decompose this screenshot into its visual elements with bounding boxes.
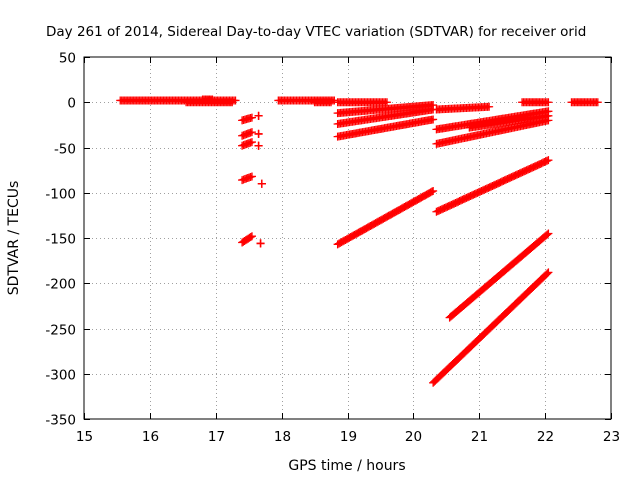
data-point-marker	[228, 98, 237, 107]
series-seg-09	[238, 172, 256, 185]
data-point-marker	[254, 129, 263, 138]
data-point-marker	[256, 239, 265, 248]
series-seg-08	[238, 138, 256, 150]
data-point-marker	[254, 111, 263, 120]
x-axis-ticks: 15 16 17 18 19 20 21 22 23	[76, 57, 620, 445]
y-axis-ticks: 50 0 -50 -100 -150 -200 -250 -300 -350	[45, 51, 611, 429]
x-tick-label: 16	[142, 429, 159, 445]
data-point-marker	[208, 95, 217, 104]
x-tick-label: 19	[340, 429, 357, 445]
plot-frame	[83, 56, 612, 420]
series-seg-18	[333, 105, 438, 128]
y-tick-label: -200	[45, 277, 76, 293]
x-tick-label: 22	[537, 429, 554, 445]
data-point-marker	[257, 179, 266, 188]
series-seg-27	[429, 268, 553, 387]
data-point-marker	[485, 102, 494, 111]
series-seg-26	[445, 229, 553, 322]
data-point-marker	[427, 187, 436, 196]
x-tick-label: 23	[603, 429, 620, 445]
series-seg-14	[257, 179, 266, 188]
data-point-marker	[254, 141, 263, 150]
data-point-marker	[247, 113, 256, 122]
series-seg-19	[333, 115, 438, 141]
data-point-marker	[429, 186, 438, 195]
x-tick-label: 18	[274, 429, 291, 445]
series-seg-23	[432, 116, 553, 148]
series-seg-20	[333, 186, 438, 249]
series-seg-10	[238, 232, 256, 247]
data-point-marker	[247, 232, 256, 241]
series-seg-15	[256, 239, 265, 248]
x-tick-label: 20	[405, 429, 422, 445]
data-point-marker	[247, 138, 256, 147]
y-tick-label: 50	[59, 51, 76, 67]
data-point-marker	[544, 156, 553, 165]
series-seg-24	[465, 111, 553, 132]
series-seg-12	[254, 129, 263, 138]
data-point-marker	[247, 172, 256, 181]
series-seg-13	[254, 141, 263, 150]
y-tick-label: -100	[45, 187, 76, 203]
series-seg-07	[238, 128, 256, 140]
data-point-marker	[429, 115, 438, 124]
series-seg-28	[518, 98, 553, 107]
data-point-marker	[544, 98, 553, 107]
chart-title: Day 261 of 2014, Sidereal Day-to-day VTE…	[46, 24, 586, 40]
series-seg-21	[432, 102, 494, 114]
series-seg-11	[254, 111, 263, 120]
data-point-marker	[543, 269, 552, 278]
data-point-marker	[246, 232, 255, 241]
series-seg-29	[567, 98, 602, 107]
y-tick-label: -50	[54, 142, 76, 158]
data-point-marker	[543, 230, 552, 239]
series-seg-16	[333, 98, 392, 107]
data-point-marker	[247, 128, 256, 137]
y-tick-label: -300	[45, 368, 76, 384]
y-axis-label: SDTVAR / TECUs	[6, 181, 22, 296]
series-seg-25	[432, 156, 553, 216]
data-point-marker	[544, 268, 553, 277]
data-point-marker	[544, 229, 553, 238]
y-tick-label: 0	[67, 96, 76, 112]
data-point-marker	[593, 98, 602, 107]
x-axis-label: GPS time / hours	[288, 458, 405, 474]
y-tick-label: -250	[45, 323, 76, 339]
y-tick-label: -150	[45, 232, 76, 248]
series-layer	[116, 95, 602, 387]
series-seg-06	[238, 113, 256, 125]
y-tick-label: -350	[45, 413, 76, 429]
x-tick-label: 21	[471, 429, 488, 445]
x-tick-label: 15	[76, 429, 93, 445]
x-tick-label: 17	[208, 429, 225, 445]
series-seg-03	[198, 95, 217, 104]
series-seg-17	[333, 100, 438, 118]
data-point-marker	[544, 111, 553, 120]
